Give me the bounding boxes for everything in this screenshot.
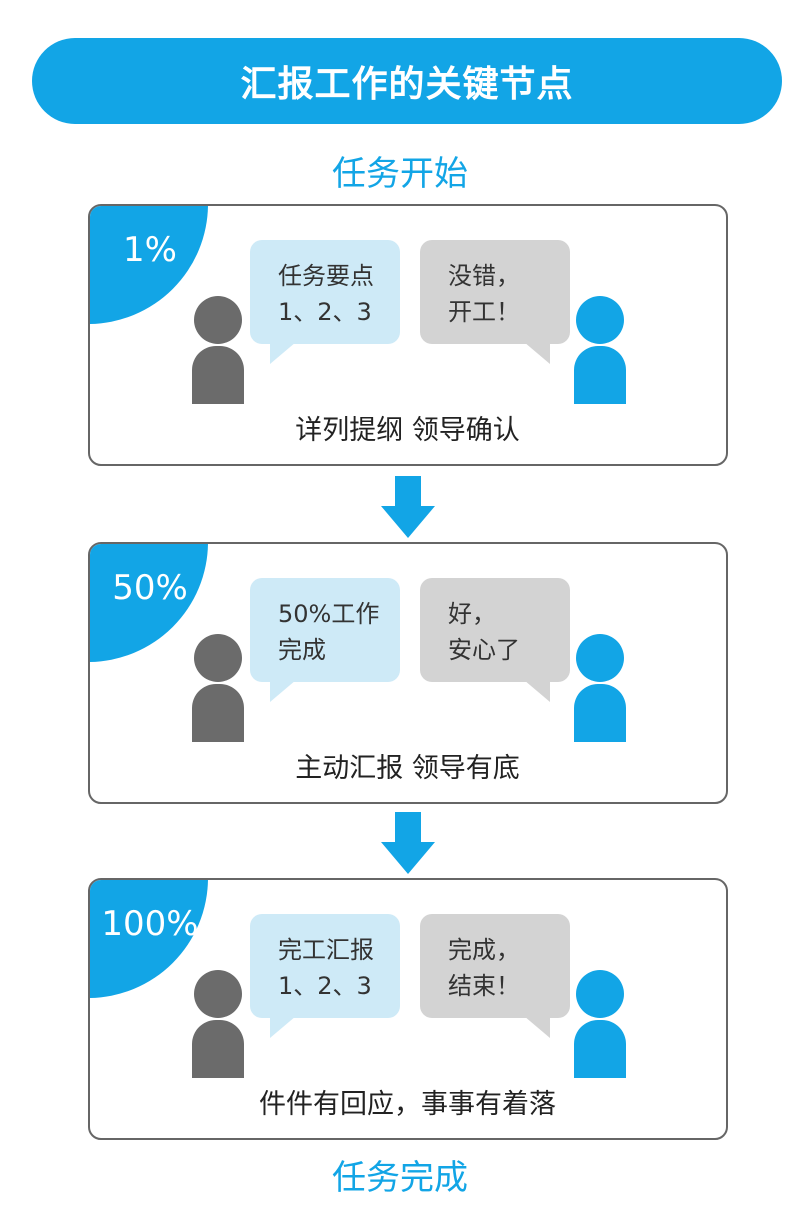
bubble-line: 没错， [448, 262, 520, 290]
bubble-line: 开工！ [448, 298, 520, 326]
bubble-tail [524, 342, 550, 364]
leader-body-icon [574, 346, 626, 404]
stage-2-card: 50% 50%工作 完成 好， 安心了 主动汇报 领导有底 [88, 542, 728, 804]
bubble-tail [270, 680, 296, 702]
stage-3-summary: 件件有回应，事事有着落 [259, 1089, 556, 1120]
employee-head-icon [194, 634, 242, 682]
employee-speech-bubble: 任务要点 1、2、3 [250, 240, 400, 364]
bubble-line: 1、2、3 [278, 298, 372, 326]
employee-speech-bubble: 完工汇报 1、2、3 [250, 914, 400, 1038]
bubble-tail [524, 1016, 550, 1038]
employee-head-icon [194, 296, 242, 344]
stage-3-card: 100% 完工汇报 1、2、3 完成， 结束！ 件件有回应，事事有着落 [88, 878, 728, 1140]
bubble-line: 1、2、3 [278, 972, 372, 1000]
bubble-line: 完成， [448, 936, 520, 964]
leader-body-icon [574, 1020, 626, 1078]
title-banner: 汇报工作的关键节点 [32, 38, 782, 124]
stage-1-summary: 详列提纲 领导确认 [295, 415, 520, 446]
leader-head-icon [576, 970, 624, 1018]
bubble-line: 完工汇报 [278, 936, 374, 964]
bubble-line: 完成 [278, 636, 326, 664]
start-label: 任务开始 [332, 154, 468, 194]
end-label: 任务完成 [332, 1158, 468, 1198]
bubble-line: 结束！ [448, 972, 520, 1000]
employee-speech-bubble: 50%工作 完成 [250, 578, 400, 702]
bubble-tail [524, 680, 550, 702]
bubble-line: 安心了 [448, 636, 520, 664]
bubble-line: 50%工作 [278, 600, 380, 628]
stage-1-percent: 1% [123, 230, 177, 270]
employee-head-icon [194, 970, 242, 1018]
bubble-tail [270, 342, 296, 364]
stage-1-card: 1% 任务要点 1、2、3 没错， 开工！ 详列提纲 领导确认 [88, 204, 728, 466]
employee-body-icon [192, 346, 244, 404]
bubble-line: 任务要点 [278, 262, 374, 290]
leader-head-icon [576, 634, 624, 682]
leader-speech-bubble: 没错， 开工！ [420, 240, 570, 364]
diagram-title: 汇报工作的关键节点 [240, 64, 574, 105]
bubble-tail [270, 1016, 296, 1038]
leader-speech-bubble: 好， 安心了 [420, 578, 570, 702]
leader-head-icon [576, 296, 624, 344]
stage-3-percent: 100% [101, 904, 199, 944]
leader-speech-bubble: 完成， 结束！ [420, 914, 570, 1038]
bubble-line: 好， [448, 600, 496, 628]
employee-body-icon [192, 684, 244, 742]
stage-2-summary: 主动汇报 领导有底 [295, 753, 520, 784]
stage-2-percent: 50% [112, 568, 188, 608]
employee-body-icon [192, 1020, 244, 1078]
leader-body-icon [574, 684, 626, 742]
